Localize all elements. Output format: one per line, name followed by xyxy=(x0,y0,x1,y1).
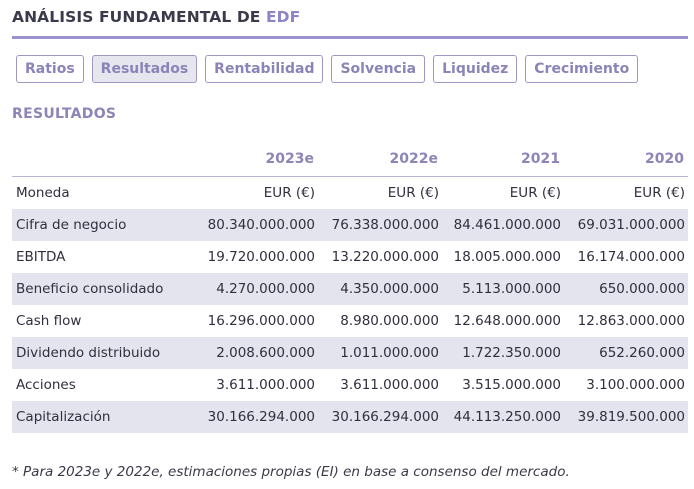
table-cell: 652.260.000 xyxy=(564,337,688,369)
row-label: Beneficio consolidado xyxy=(12,273,202,305)
row-label: Cifra de negocio xyxy=(12,209,202,241)
table-cell: 18.005.000.000 xyxy=(453,249,561,265)
tab-bar: Ratios Resultados Rentabilidad Solvencia… xyxy=(16,55,639,83)
company-ticker: EDF xyxy=(265,8,301,26)
table-cell: 84.461.000.000 xyxy=(442,209,564,241)
table-cell: EUR (€) xyxy=(633,185,685,201)
table-cell: 4.350.000.000 xyxy=(318,273,442,305)
footnote: * Para 2023e y 2022e, estimaciones propi… xyxy=(12,464,570,480)
table-cell: 3.611.000.000 xyxy=(340,377,439,393)
table-cell: 69.031.000.000 xyxy=(564,209,688,241)
table-row: EBITDA 19.720.000.000 13.220.000.000 18.… xyxy=(12,241,688,273)
table-cell: 650.000.000 xyxy=(564,273,688,305)
tab-liquidez[interactable]: Liquidez xyxy=(433,55,518,83)
section-title: RESULTADOS xyxy=(12,106,117,122)
column-header-2023e: 2023e xyxy=(202,142,318,177)
table-row: Beneficio consolidado 4.270.000.000 4.35… xyxy=(12,273,688,305)
row-label: Cash flow xyxy=(16,313,82,329)
table-cell: 16.174.000.000 xyxy=(577,249,685,265)
table-cell: 1.722.350.000 xyxy=(442,337,564,369)
table-cell: EUR (€) xyxy=(263,185,315,201)
column-header-2020: 2020 xyxy=(564,142,688,177)
results-table: 2023e 2022e 2021 2020 Moneda EUR (€) EUR… xyxy=(12,142,688,433)
table-cell: EUR (€) xyxy=(387,185,439,201)
table-cell: 3.515.000.000 xyxy=(462,377,561,393)
table-row: Cash flow 16.296.000.000 8.980.000.000 1… xyxy=(12,305,688,337)
table-cell: 44.113.250.000 xyxy=(442,401,564,433)
tab-rentabilidad[interactable]: Rentabilidad xyxy=(205,55,324,83)
table-cell: 3.611.000.000 xyxy=(216,377,315,393)
table-cell: 19.720.000.000 xyxy=(207,249,315,265)
table-cell: 30.166.294.000 xyxy=(318,401,442,433)
title-divider xyxy=(12,36,688,39)
table-row: Cifra de negocio 80.340.000.000 76.338.0… xyxy=(12,209,688,241)
column-header-2022e: 2022e xyxy=(318,142,442,177)
table-cell: 12.648.000.000 xyxy=(453,313,561,329)
table-cell: 13.220.000.000 xyxy=(331,249,439,265)
table-row: Dividendo distribuido 2.008.600.000 1.01… xyxy=(12,337,688,369)
column-header-2021: 2021 xyxy=(442,142,564,177)
table-cell: 1.011.000.000 xyxy=(318,337,442,369)
row-label: Capitalización xyxy=(12,401,202,433)
row-label: Moneda xyxy=(16,185,70,201)
page-title-prefix: ANÁLISIS FUNDAMENTAL DE xyxy=(12,8,261,26)
tab-solvencia[interactable]: Solvencia xyxy=(331,55,426,83)
table-cell: EUR (€) xyxy=(509,185,561,201)
column-header-label xyxy=(12,142,202,177)
row-label: Dividendo distribuido xyxy=(12,337,202,369)
tab-crecimiento[interactable]: Crecimiento xyxy=(525,55,639,83)
table-cell: 39.819.500.000 xyxy=(564,401,688,433)
table-cell: 5.113.000.000 xyxy=(442,273,564,305)
table-cell: 4.270.000.000 xyxy=(202,273,318,305)
table-cell: 2.008.600.000 xyxy=(202,337,318,369)
table-cell: 8.980.000.000 xyxy=(340,313,439,329)
table-cell: 80.340.000.000 xyxy=(202,209,318,241)
page-title: ANÁLISIS FUNDAMENTAL DE EDF xyxy=(12,8,300,26)
table-row: Capitalización 30.166.294.000 30.166.294… xyxy=(12,401,688,433)
table-cell: 3.100.000.000 xyxy=(586,377,685,393)
table-cell: 30.166.294.000 xyxy=(202,401,318,433)
table-row: Moneda EUR (€) EUR (€) EUR (€) EUR (€) xyxy=(12,177,688,210)
table-cell: 12.863.000.000 xyxy=(577,313,685,329)
table-header-row: 2023e 2022e 2021 2020 xyxy=(12,142,688,177)
table-row: Acciones 3.611.000.000 3.611.000.000 3.5… xyxy=(12,369,688,401)
table-cell: 16.296.000.000 xyxy=(207,313,315,329)
table-cell: 76.338.000.000 xyxy=(318,209,442,241)
tab-resultados[interactable]: Resultados xyxy=(91,55,198,83)
row-label: Acciones xyxy=(16,377,76,393)
tab-ratios[interactable]: Ratios xyxy=(16,55,84,83)
row-label: EBITDA xyxy=(16,249,66,265)
